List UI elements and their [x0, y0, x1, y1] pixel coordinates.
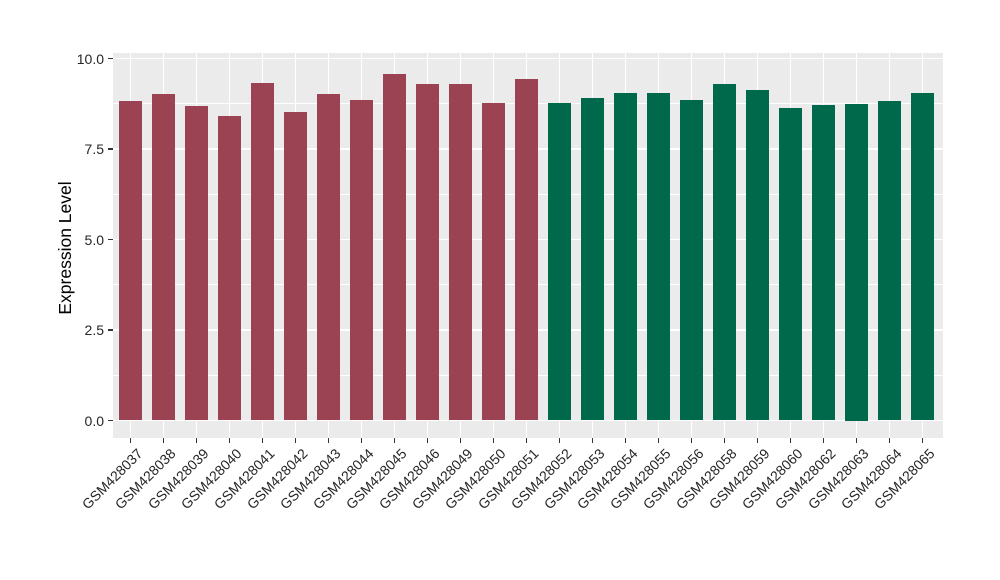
plot-panel [113, 53, 943, 438]
x-tick-mark [558, 438, 561, 443]
bar [415, 84, 440, 421]
x-tick-mark [591, 438, 594, 443]
bar [613, 92, 638, 421]
bar [217, 116, 242, 421]
x-tick-mark [492, 438, 495, 443]
y-tick-mark [107, 419, 113, 422]
bar [118, 100, 143, 421]
bar [514, 79, 539, 421]
x-tick-mark [888, 438, 891, 443]
x-tick-mark [459, 438, 462, 443]
gridline-y-major [113, 57, 943, 60]
x-tick-mark [789, 438, 792, 443]
x-tick-mark [393, 438, 396, 443]
bar [316, 93, 341, 421]
x-tick-mark [756, 438, 759, 443]
bar [250, 83, 275, 421]
y-tick-label: 10.0 [76, 50, 104, 67]
y-tick-label: 7.5 [84, 141, 104, 157]
bar [481, 102, 506, 421]
x-tick-mark [525, 438, 528, 443]
bar [778, 107, 803, 421]
bar [745, 89, 770, 421]
bar [646, 92, 671, 421]
x-tick-mark [195, 438, 198, 443]
y-tick-label: 2.5 [84, 322, 104, 338]
bar [910, 92, 935, 421]
y-tick-mark [107, 329, 113, 331]
x-tick-mark [129, 438, 132, 443]
x-tick-mark [327, 438, 330, 443]
x-tick-mark [657, 438, 660, 443]
y-tick-label: 0.0 [84, 412, 104, 429]
bar [283, 111, 308, 421]
x-tick-mark [855, 438, 858, 443]
bar [349, 100, 374, 421]
bar [712, 84, 737, 421]
y-tick-mark [107, 148, 113, 150]
y-tick-label: 5.0 [84, 231, 104, 248]
bar [184, 105, 209, 421]
bar [382, 74, 407, 421]
y-tick-mark [107, 238, 113, 241]
bar [811, 104, 836, 421]
x-tick-mark [294, 438, 297, 443]
bar [448, 84, 473, 421]
bar [679, 100, 704, 421]
bar [844, 103, 869, 421]
x-tick-mark [261, 438, 264, 443]
x-tick-mark [360, 438, 363, 443]
bar [151, 93, 176, 421]
bar [877, 101, 902, 421]
gridline-y-major [113, 419, 943, 422]
x-tick-mark [690, 438, 693, 443]
x-tick-mark [921, 438, 924, 443]
x-tick-mark [624, 438, 627, 443]
x-tick-mark [162, 438, 165, 443]
y-tick-mark [107, 57, 113, 60]
x-tick-mark [822, 438, 825, 443]
x-tick-mark [426, 438, 429, 443]
bar [547, 103, 572, 421]
x-tick-mark [228, 438, 231, 443]
x-tick-mark [723, 438, 726, 443]
bar [580, 98, 605, 421]
